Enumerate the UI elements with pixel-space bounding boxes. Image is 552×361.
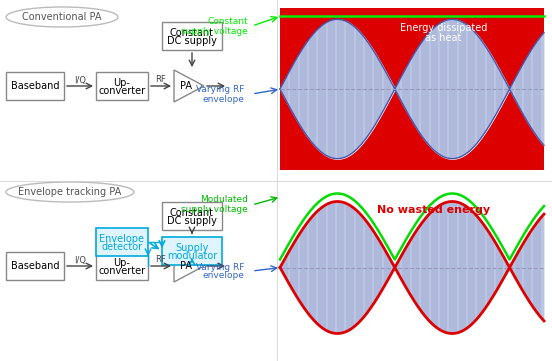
Text: supply voltage: supply voltage bbox=[181, 26, 248, 35]
Text: RF: RF bbox=[156, 75, 166, 84]
Text: Up-: Up- bbox=[114, 258, 130, 268]
Text: Constant: Constant bbox=[170, 28, 214, 38]
Text: supply voltage: supply voltage bbox=[181, 204, 248, 213]
Text: Envelope tracking PA: Envelope tracking PA bbox=[18, 187, 121, 197]
Text: Envelope: Envelope bbox=[99, 234, 145, 244]
Bar bbox=[6, 252, 64, 280]
Text: Constant: Constant bbox=[170, 208, 214, 218]
Bar bbox=[162, 202, 222, 230]
Text: PA: PA bbox=[180, 81, 192, 91]
Text: PA: PA bbox=[180, 261, 192, 271]
Bar bbox=[280, 8, 544, 170]
Text: converter: converter bbox=[98, 266, 146, 276]
Text: detector: detector bbox=[102, 242, 142, 252]
Text: modulator: modulator bbox=[167, 251, 217, 261]
Text: Up-: Up- bbox=[114, 78, 130, 88]
Text: RF: RF bbox=[156, 256, 166, 265]
Text: Baseband: Baseband bbox=[10, 81, 59, 91]
Text: converter: converter bbox=[98, 86, 146, 96]
Bar bbox=[96, 252, 148, 280]
Bar bbox=[162, 237, 222, 265]
Bar bbox=[96, 228, 148, 256]
Bar bbox=[280, 185, 544, 350]
Text: I/Q: I/Q bbox=[74, 75, 86, 84]
Text: Supply: Supply bbox=[176, 243, 209, 253]
Polygon shape bbox=[174, 70, 204, 102]
Text: Baseband: Baseband bbox=[10, 261, 59, 271]
Text: Constant: Constant bbox=[208, 17, 248, 26]
Text: envelope: envelope bbox=[202, 95, 244, 104]
Text: as heat: as heat bbox=[426, 33, 462, 43]
Bar bbox=[96, 72, 148, 100]
Text: No wasted energy: No wasted energy bbox=[376, 205, 490, 215]
Bar bbox=[6, 72, 64, 100]
Polygon shape bbox=[174, 250, 204, 282]
Text: DC supply: DC supply bbox=[167, 36, 217, 46]
Text: envelope: envelope bbox=[202, 271, 244, 280]
Text: DC supply: DC supply bbox=[167, 216, 217, 226]
Text: Energy dissipated: Energy dissipated bbox=[400, 23, 487, 33]
Text: Modulated: Modulated bbox=[200, 196, 248, 204]
Text: Varying RF: Varying RF bbox=[195, 86, 244, 95]
Text: I/Q: I/Q bbox=[74, 256, 86, 265]
Text: Conventional PA: Conventional PA bbox=[22, 12, 102, 22]
Bar bbox=[162, 22, 222, 50]
Text: Varying RF: Varying RF bbox=[195, 262, 244, 271]
